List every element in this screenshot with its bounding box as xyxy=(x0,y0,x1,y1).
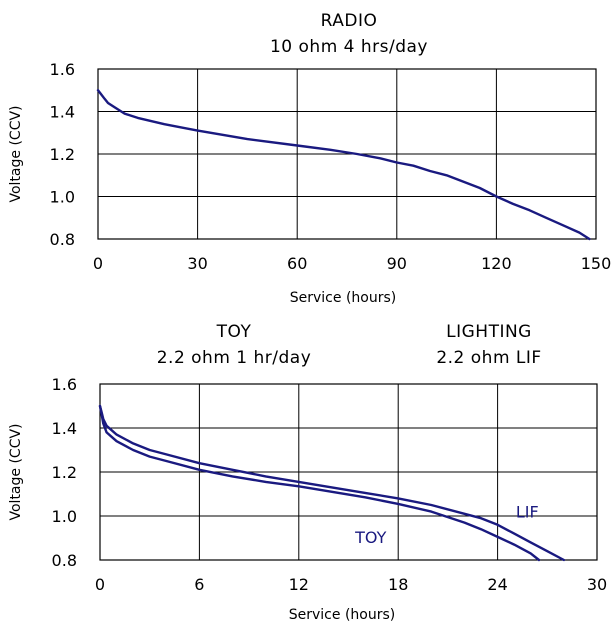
toy-gridlines xyxy=(100,384,597,560)
toy-y-tick-label: 0.8 xyxy=(52,551,77,570)
radio-y-axis-label: Voltage (CCV) xyxy=(8,105,24,202)
toy-annotation-lif: LIF xyxy=(516,503,539,522)
toy-y-tick-label: 1.4 xyxy=(52,419,77,438)
toy-annotations: LIF TOY xyxy=(354,503,539,547)
toy-series-line-lif xyxy=(98,404,566,562)
toy-x-tick-label: 18 xyxy=(388,575,408,594)
radio-y-tick-label: 0.8 xyxy=(50,230,75,249)
radio-x-tick-labels: 0 30 60 90 120 150 xyxy=(93,254,611,273)
radio-gridlines xyxy=(98,69,596,239)
radio-title-line2: 10 ohm 4 hrs/day xyxy=(270,37,428,57)
radio-x-tick-label: 90 xyxy=(387,254,407,273)
toy-series xyxy=(98,404,566,562)
toy-annotation-toy: TOY xyxy=(354,528,386,547)
toy-x-tick-label: 6 xyxy=(194,575,204,594)
toy-series-line-toy xyxy=(98,404,541,562)
toy-x-tick-label: 0 xyxy=(95,575,105,594)
toy-x-tick-labels: 0 6 12 18 24 30 xyxy=(95,575,607,594)
lighting-title-line1: LIGHTING xyxy=(446,322,532,342)
radio-title-line1: RADIO xyxy=(321,11,378,31)
radio-y-tick-label: 1.4 xyxy=(50,103,75,122)
radio-x-axis-label: Service (hours) xyxy=(290,290,396,306)
toy-y-tick-label: 1.2 xyxy=(52,463,77,482)
radio-y-tick-label: 1.6 xyxy=(50,60,75,79)
radio-x-tick-label: 150 xyxy=(581,254,611,273)
radio-chart: RADIO 10 ohm 4 hrs/day 0.8 1.0 1.2 1.4 1.6 0… xyxy=(8,11,611,306)
toy-title-line2: 2.2 ohm 1 hr/day xyxy=(157,348,312,368)
toy-y-tick-labels: 0.8 1.0 1.2 1.4 1.6 xyxy=(52,375,77,570)
radio-y-tick-labels: 0.8 1.0 1.2 1.4 1.6 xyxy=(50,60,75,249)
radio-y-tick-label: 1.2 xyxy=(50,145,75,164)
radio-series xyxy=(96,89,591,241)
radio-series-line-0 xyxy=(96,89,591,241)
toy-y-tick-label: 1.0 xyxy=(52,507,77,526)
toy-x-tick-label: 30 xyxy=(587,575,607,594)
radio-y-tick-label: 1.0 xyxy=(50,188,75,207)
toy-x-tick-label: 24 xyxy=(487,575,507,594)
radio-x-tick-label: 120 xyxy=(481,254,512,273)
toy-y-axis-label: Voltage (CCV) xyxy=(8,423,24,520)
toy-y-tick-label: 1.6 xyxy=(52,375,77,394)
toy-title-line1: TOY xyxy=(216,322,252,342)
toy-x-axis-label: Service (hours) xyxy=(289,607,395,623)
toy-x-tick-label: 12 xyxy=(289,575,309,594)
lighting-title-line2: 2.2 ohm LIF xyxy=(436,348,541,368)
toy-lighting-chart: TOY 2.2 ohm 1 hr/day LIGHTING 2.2 ohm LI… xyxy=(8,322,607,623)
radio-x-tick-label: 30 xyxy=(187,254,207,273)
radio-x-tick-label: 60 xyxy=(287,254,307,273)
radio-x-tick-label: 0 xyxy=(93,254,103,273)
